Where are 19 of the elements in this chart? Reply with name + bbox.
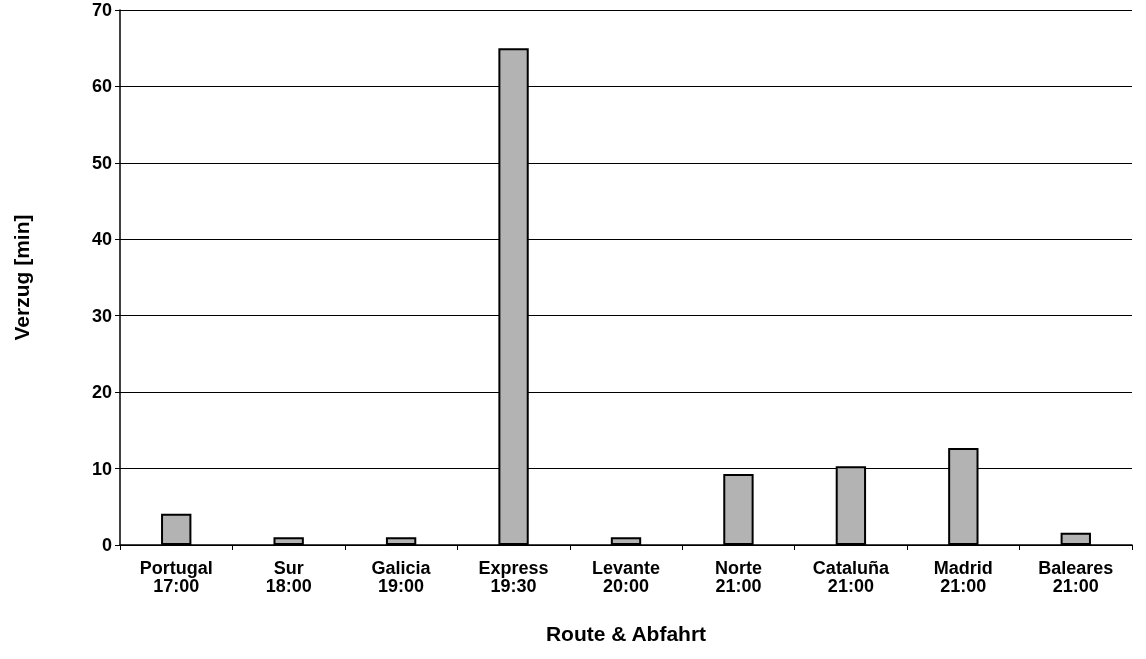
x-tick-label: Galicia 19:00 xyxy=(371,558,432,596)
y-tick-label: 30 xyxy=(91,305,112,326)
x-tick-label: Baleares 21:00 xyxy=(1038,558,1114,596)
x-tick-label: Madrid 21:00 xyxy=(933,558,993,596)
x-tick-label: Express 19:30 xyxy=(478,558,549,596)
x-axis-title: Route & Abfahrt xyxy=(545,622,707,645)
y-tick-label: 20 xyxy=(91,382,112,403)
y-tick-label: 0 xyxy=(101,535,112,555)
y-tick-label: 60 xyxy=(91,76,112,97)
y-tick-label: 70 xyxy=(91,0,112,20)
y-axis-title: Verzug [min] xyxy=(10,214,33,341)
x-tick-label: Portugal 17:00 xyxy=(139,558,213,596)
x-tick-label: Levante 20:00 xyxy=(591,558,661,596)
y-tick-label: 40 xyxy=(91,229,112,250)
x-tick-label: Sur 18:00 xyxy=(265,558,312,596)
x-tick-label: Norte 21:00 xyxy=(714,558,762,596)
y-tick-label: 10 xyxy=(91,458,112,479)
x-tick-label: Cataluña 21:00 xyxy=(812,558,890,596)
y-tick-label: 50 xyxy=(91,152,112,173)
